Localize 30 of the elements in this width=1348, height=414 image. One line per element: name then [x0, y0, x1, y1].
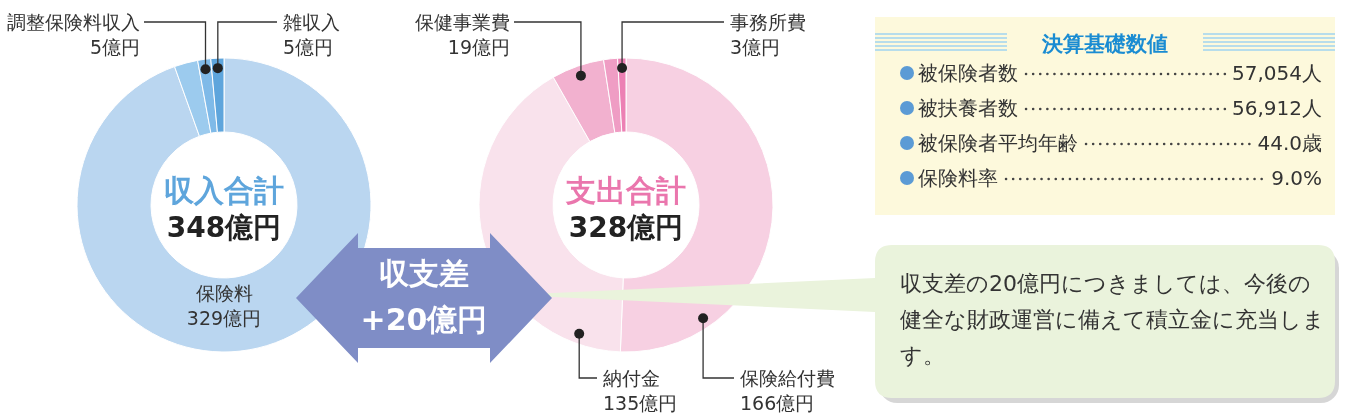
slice-label: 納付金	[603, 367, 660, 389]
category-label: 被扶養者数	[918, 96, 1018, 120]
text: 56,912人	[1232, 96, 1322, 120]
text: 収入合計	[164, 173, 284, 208]
text: 57,054人	[1232, 61, 1322, 85]
slice-label: 調整保険料収入	[7, 11, 140, 33]
category-label: 被保険者数	[918, 61, 1018, 85]
data-label: 5億円	[283, 36, 334, 58]
text: 決算基礎数値	[1041, 32, 1168, 56]
text: 328億円	[568, 211, 684, 244]
category-label: 保険料率	[918, 166, 998, 190]
slice-label: 保健事業費	[415, 11, 510, 33]
data-label: 135億円	[603, 392, 678, 414]
text: +20億円	[360, 302, 488, 337]
data-label: 19億円	[447, 36, 510, 58]
data-label: 3億円	[730, 36, 781, 58]
text: 収支差	[379, 256, 469, 291]
text: 9.0%	[1271, 166, 1322, 190]
text: 収支差の20億円につきましては、今後の健全な財政運営に備えて積立金に充当します。	[900, 270, 1325, 370]
text: 支出合計	[565, 173, 686, 208]
category-label: 被保険者平均年齢	[918, 131, 1078, 155]
text: 348億円	[166, 211, 282, 244]
slice-label: 保険給付費	[740, 367, 835, 389]
slice-label: 雑収入	[283, 11, 340, 33]
slice-label: 事務所費	[730, 11, 806, 33]
slice-label: 保険料	[195, 282, 253, 304]
data-label: 329億円	[186, 307, 262, 329]
text: 44.0歳	[1257, 131, 1322, 155]
data-label: 5億円	[89, 36, 140, 58]
data-label: 166億円	[740, 392, 815, 414]
